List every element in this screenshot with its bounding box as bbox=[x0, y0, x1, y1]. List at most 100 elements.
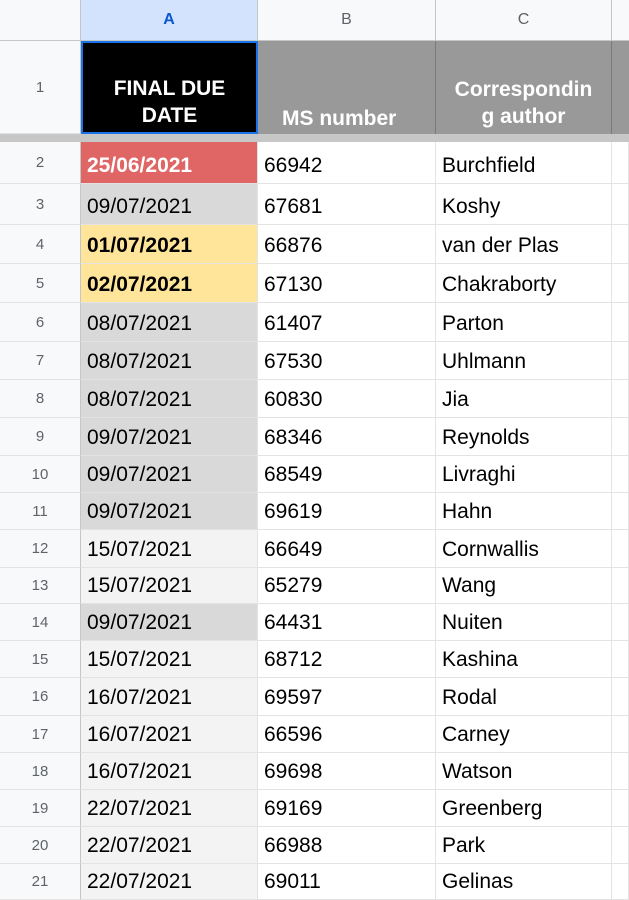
header-cell-corresponding-author[interactable]: Correspondin g author bbox=[436, 41, 612, 134]
row-number[interactable]: 9 bbox=[0, 418, 81, 456]
empty-cell[interactable] bbox=[612, 678, 629, 716]
due-date-cell[interactable]: 09/07/2021 bbox=[81, 456, 258, 493]
author-cell[interactable]: Watson bbox=[436, 753, 612, 790]
ms-number-cell[interactable]: 69011 bbox=[258, 864, 436, 900]
ms-number-cell[interactable]: 68549 bbox=[258, 456, 436, 493]
due-date-cell[interactable]: 09/07/2021 bbox=[81, 184, 258, 225]
empty-cell[interactable] bbox=[612, 790, 629, 827]
row-number[interactable]: 19 bbox=[0, 790, 81, 827]
row-number[interactable]: 20 bbox=[0, 827, 81, 864]
empty-cell[interactable] bbox=[612, 493, 629, 530]
header-cell-d[interactable] bbox=[612, 41, 629, 134]
author-cell[interactable]: Wang bbox=[436, 568, 612, 604]
author-cell[interactable]: Uhlmann bbox=[436, 342, 612, 380]
due-date-cell[interactable]: 22/07/2021 bbox=[81, 790, 258, 827]
row-number[interactable]: 14 bbox=[0, 604, 81, 641]
ms-number-cell[interactable]: 66988 bbox=[258, 827, 436, 864]
author-cell[interactable]: Nuiten bbox=[436, 604, 612, 641]
due-date-cell[interactable]: 16/07/2021 bbox=[81, 716, 258, 753]
row-number[interactable]: 5 bbox=[0, 264, 81, 303]
ms-number-cell[interactable]: 66649 bbox=[258, 530, 436, 568]
row-number[interactable]: 6 bbox=[0, 303, 81, 342]
ms-number-cell[interactable]: 67130 bbox=[258, 264, 436, 303]
author-cell[interactable]: Livraghi bbox=[436, 456, 612, 493]
due-date-cell[interactable]: 02/07/2021 bbox=[81, 264, 258, 303]
header-cell-ms-number[interactable]: MS number bbox=[258, 41, 436, 134]
author-cell[interactable]: Koshy bbox=[436, 184, 612, 225]
due-date-cell[interactable]: 15/07/2021 bbox=[81, 530, 258, 568]
due-date-cell[interactable]: 01/07/2021 bbox=[81, 225, 258, 264]
empty-cell[interactable] bbox=[612, 864, 629, 900]
ms-number-cell[interactable]: 69619 bbox=[258, 493, 436, 530]
ms-number-cell[interactable]: 69698 bbox=[258, 753, 436, 790]
ms-number-cell[interactable]: 67681 bbox=[258, 184, 436, 225]
due-date-cell[interactable]: 09/07/2021 bbox=[81, 493, 258, 530]
row-number[interactable]: 21 bbox=[0, 864, 81, 900]
row-number-1[interactable]: 1 bbox=[0, 41, 81, 134]
empty-cell[interactable] bbox=[612, 264, 629, 303]
due-date-cell[interactable]: 08/07/2021 bbox=[81, 303, 258, 342]
row-number[interactable]: 11 bbox=[0, 493, 81, 530]
empty-cell[interactable] bbox=[612, 142, 629, 184]
row-number[interactable]: 4 bbox=[0, 225, 81, 264]
select-all-corner[interactable] bbox=[0, 0, 81, 40]
ms-number-cell[interactable]: 64431 bbox=[258, 604, 436, 641]
author-cell[interactable]: Greenberg bbox=[436, 790, 612, 827]
author-cell[interactable]: Burchfield bbox=[436, 142, 612, 184]
author-cell[interactable]: Chakraborty bbox=[436, 264, 612, 303]
column-header-d[interactable] bbox=[612, 0, 629, 40]
due-date-cell[interactable]: 08/07/2021 bbox=[81, 342, 258, 380]
column-header-c[interactable]: C bbox=[436, 0, 612, 40]
due-date-cell[interactable]: 09/07/2021 bbox=[81, 604, 258, 641]
row-number[interactable]: 12 bbox=[0, 530, 81, 568]
ms-number-cell[interactable]: 60830 bbox=[258, 380, 436, 418]
due-date-cell[interactable]: 22/07/2021 bbox=[81, 864, 258, 900]
ms-number-cell[interactable]: 68346 bbox=[258, 418, 436, 456]
author-cell[interactable]: Cornwallis bbox=[436, 530, 612, 568]
frozen-row-divider[interactable] bbox=[0, 134, 629, 142]
empty-cell[interactable] bbox=[612, 716, 629, 753]
ms-number-cell[interactable]: 66942 bbox=[258, 142, 436, 184]
column-header-b[interactable]: B bbox=[258, 0, 436, 40]
author-cell[interactable]: Park bbox=[436, 827, 612, 864]
ms-number-cell[interactable]: 69597 bbox=[258, 678, 436, 716]
due-date-cell[interactable]: 25/06/2021 bbox=[81, 142, 258, 184]
author-cell[interactable]: Reynolds bbox=[436, 418, 612, 456]
ms-number-cell[interactable]: 61407 bbox=[258, 303, 436, 342]
row-number[interactable]: 7 bbox=[0, 342, 81, 380]
row-number[interactable]: 10 bbox=[0, 456, 81, 493]
ms-number-cell[interactable]: 66596 bbox=[258, 716, 436, 753]
empty-cell[interactable] bbox=[612, 225, 629, 264]
empty-cell[interactable] bbox=[612, 303, 629, 342]
due-date-cell[interactable]: 08/07/2021 bbox=[81, 380, 258, 418]
empty-cell[interactable] bbox=[612, 418, 629, 456]
due-date-cell[interactable]: 09/07/2021 bbox=[81, 418, 258, 456]
ms-number-cell[interactable]: 65279 bbox=[258, 568, 436, 604]
author-cell[interactable]: van der Plas bbox=[436, 225, 612, 264]
empty-cell[interactable] bbox=[612, 753, 629, 790]
column-header-a[interactable]: A bbox=[81, 0, 258, 40]
author-cell[interactable]: Jia bbox=[436, 380, 612, 418]
empty-cell[interactable] bbox=[612, 530, 629, 568]
row-number[interactable]: 13 bbox=[0, 568, 81, 604]
empty-cell[interactable] bbox=[612, 827, 629, 864]
ms-number-cell[interactable]: 69169 bbox=[258, 790, 436, 827]
empty-cell[interactable] bbox=[612, 456, 629, 493]
row-number[interactable]: 18 bbox=[0, 753, 81, 790]
empty-cell[interactable] bbox=[612, 184, 629, 225]
ms-number-cell[interactable]: 68712 bbox=[258, 641, 436, 678]
row-number[interactable]: 17 bbox=[0, 716, 81, 753]
author-cell[interactable]: Carney bbox=[436, 716, 612, 753]
author-cell[interactable]: Gelinas bbox=[436, 864, 612, 900]
empty-cell[interactable] bbox=[612, 641, 629, 678]
header-cell-final-due-date[interactable]: FINAL DUE DATE bbox=[81, 41, 258, 134]
due-date-cell[interactable]: 16/07/2021 bbox=[81, 753, 258, 790]
author-cell[interactable]: Rodal bbox=[436, 678, 612, 716]
author-cell[interactable]: Hahn bbox=[436, 493, 612, 530]
row-number[interactable]: 2 bbox=[0, 142, 81, 184]
due-date-cell[interactable]: 16/07/2021 bbox=[81, 678, 258, 716]
empty-cell[interactable] bbox=[612, 604, 629, 641]
empty-cell[interactable] bbox=[612, 342, 629, 380]
due-date-cell[interactable]: 15/07/2021 bbox=[81, 568, 258, 604]
author-cell[interactable]: Parton bbox=[436, 303, 612, 342]
